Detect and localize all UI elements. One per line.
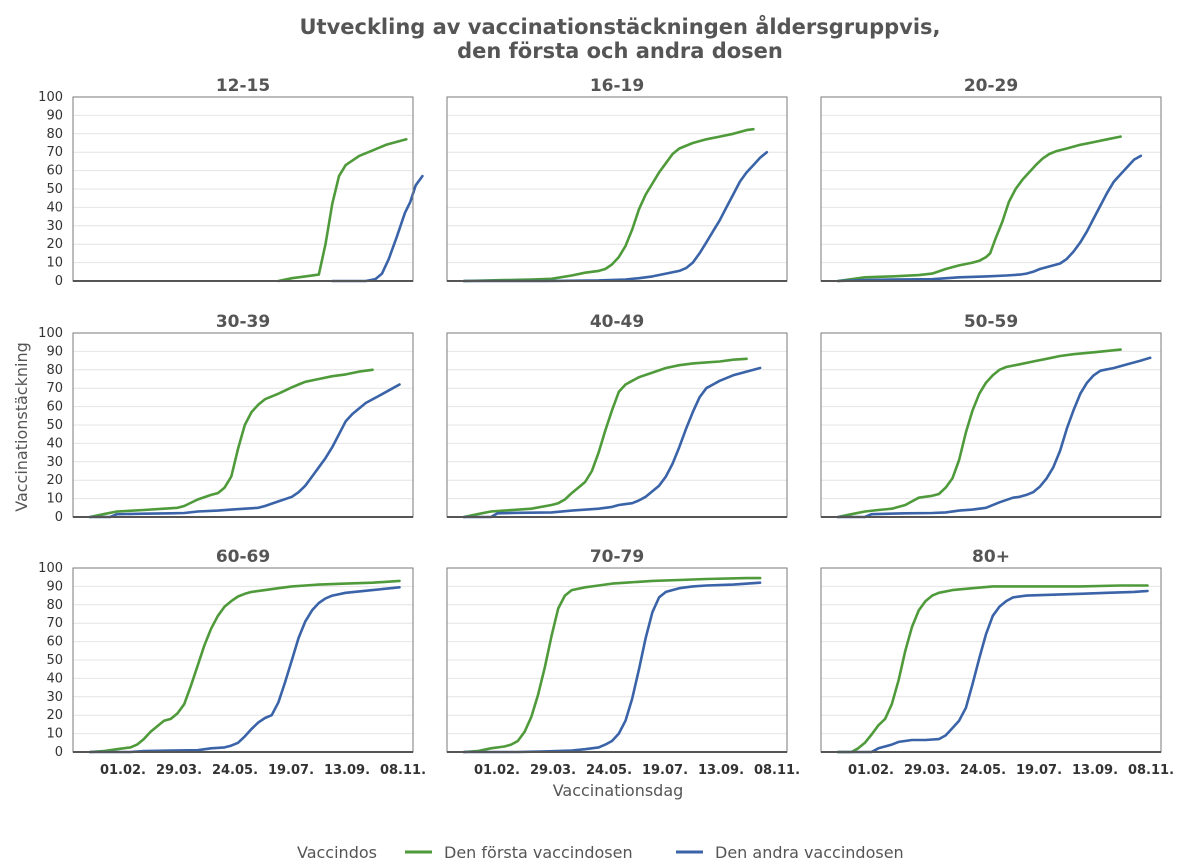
- y-axis-label: Vaccinationstäckning: [12, 342, 31, 512]
- series-line-first: [462, 127, 755, 283]
- chart-title-line2: den första och andra dosen: [457, 39, 783, 63]
- y-tick-label: 90: [46, 108, 63, 123]
- x-tick-label: 24.05.: [212, 763, 258, 778]
- series-line-first: [277, 138, 408, 283]
- y-tick-label: 80: [46, 127, 63, 142]
- y-tick-label: 0: [55, 510, 63, 525]
- panel-title: 70-79: [590, 547, 644, 567]
- x-tick-label: 19.07.: [268, 763, 314, 778]
- x-tick-label: 24.05.: [586, 763, 632, 778]
- y-tick-label: 40: [46, 671, 63, 686]
- legend-label-second: Den andra vaccindosen: [715, 843, 904, 858]
- series-line-second: [836, 154, 1143, 283]
- series-line-second: [836, 589, 1149, 754]
- y-tick-label: 100: [38, 561, 63, 576]
- panel-12-15: 12-15 0 10 20 30 40 50 60 70 80 90 100: [38, 76, 424, 289]
- x-tick-label: 13.09.: [324, 763, 370, 778]
- chart-title-line1: Utveckling av vaccinationstäckningen åld…: [299, 14, 940, 39]
- y-tick-label: 70: [46, 616, 63, 631]
- series-line-first: [836, 584, 1149, 754]
- panel-title: 16-19: [590, 76, 644, 96]
- series-line-second: [330, 174, 424, 283]
- legend-label-first: Den första vaccindosen: [444, 843, 633, 858]
- x-tick-label: 24.05.: [960, 763, 1006, 778]
- panel-title: 20-29: [964, 76, 1018, 96]
- series-line-first: [462, 357, 748, 519]
- panel-40-49: 40-49: [446, 312, 788, 519]
- y-tick-label: 100: [38, 90, 63, 105]
- series-line-first: [88, 368, 374, 519]
- series-line-first: [462, 576, 762, 754]
- x-tick-label: 19.07.: [1016, 763, 1062, 778]
- panel-title: 30-39: [216, 312, 270, 332]
- y-tick-label: 20: [46, 708, 63, 723]
- y-tick-label: 20: [46, 237, 63, 252]
- x-tick-label: 01.02.: [474, 763, 520, 778]
- panel-title: 80+: [972, 547, 1010, 567]
- y-tick-label: 100: [38, 326, 63, 341]
- y-tick-label: 60: [46, 400, 63, 415]
- y-tick-label: 10: [46, 492, 63, 507]
- series-line-second: [88, 585, 401, 754]
- y-tick-label: 0: [55, 274, 63, 289]
- series-line-first: [836, 348, 1122, 519]
- x-tick-label: 13.09.: [698, 763, 744, 778]
- y-tick-label: 40: [46, 436, 63, 451]
- x-tick-label: 01.02.: [848, 763, 894, 778]
- x-tick-label: 08.11.: [1128, 763, 1174, 778]
- series-line-second: [462, 581, 762, 754]
- panel-50-59: 50-59: [820, 312, 1162, 519]
- series-line-second: [462, 366, 762, 519]
- x-tick-label: 29.03.: [156, 763, 202, 778]
- y-tick-label: 20: [46, 473, 63, 488]
- panel-80+: 80+ 01.02. 29.03. 24.05. 19.07. 13.09. 08.11.: [820, 547, 1174, 778]
- y-tick-label: 60: [46, 164, 63, 179]
- y-tick-label: 70: [46, 381, 63, 396]
- y-tick-label: 30: [46, 690, 63, 705]
- y-tick-label: 50: [46, 182, 63, 197]
- y-tick-label: 30: [46, 455, 63, 470]
- y-tick-label: 90: [46, 579, 63, 594]
- y-tick-label: 50: [46, 653, 63, 668]
- y-tick-label: 30: [46, 219, 63, 234]
- y-tick-label: 10: [46, 727, 63, 742]
- y-tick-label: 80: [46, 363, 63, 378]
- x-tick-label: 08.11.: [754, 763, 800, 778]
- series-line-second: [462, 150, 769, 283]
- y-tick-label: 0: [55, 745, 63, 760]
- y-tick-label: 60: [46, 635, 63, 650]
- panel-20-29: 20-29: [820, 76, 1162, 283]
- panel-title: 60-69: [216, 547, 270, 567]
- x-tick-label: 01.02.: [100, 763, 146, 778]
- y-tick-label: 50: [46, 418, 63, 433]
- x-tick-label: 13.09.: [1072, 763, 1118, 778]
- y-tick-label: 40: [46, 200, 63, 215]
- x-tick-label: 19.07.: [642, 763, 688, 778]
- series-line-second: [836, 356, 1152, 519]
- legend: Vaccindos Den första vaccindosen Den and…: [297, 843, 904, 862]
- series-line-second: [88, 383, 401, 519]
- panel-70-79: 70-79 01.02. 29.03. 24.05. 19.07. 13.09. 08.11…: [446, 547, 800, 778]
- y-tick-label: 10: [46, 256, 63, 271]
- series-line-first: [836, 135, 1122, 283]
- panel-60-69: 60-69 0 10 20 30 40 50 60 70 80 90 100 01.02. 29.03. 2…: [38, 547, 426, 778]
- panel-title: 50-59: [964, 312, 1018, 332]
- legend-title: Vaccindos: [297, 843, 377, 858]
- y-tick-label: 70: [46, 145, 63, 160]
- x-axis-label: Vaccinationsdag: [553, 781, 684, 800]
- panel-30-39: 30-39 0 10 20 30 40 50 60 70 80 90 100: [38, 312, 414, 525]
- y-tick-label: 80: [46, 598, 63, 613]
- panel-title: 40-49: [590, 312, 644, 332]
- y-tick-label: 90: [46, 344, 63, 359]
- panel-16-19: 16-19: [446, 76, 788, 283]
- x-tick-label: 08.11.: [380, 763, 426, 778]
- series-line-first: [88, 579, 401, 754]
- x-tick-label: 29.03.: [530, 763, 576, 778]
- x-tick-label: 29.03.: [904, 763, 950, 778]
- panel-title: 12-15: [216, 76, 270, 96]
